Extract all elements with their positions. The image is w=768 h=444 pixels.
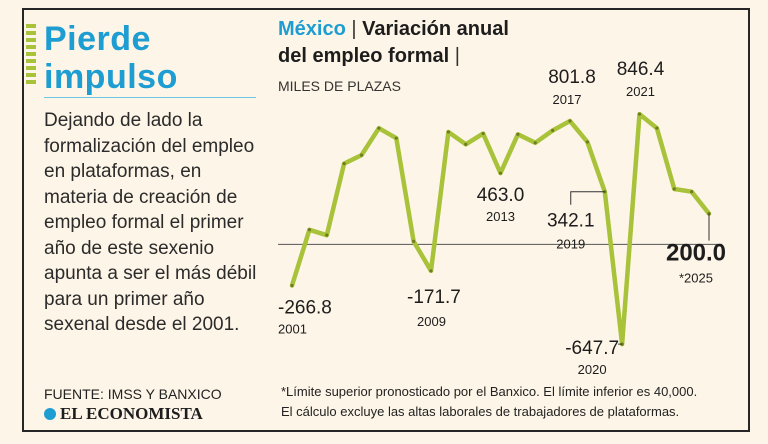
data-point-2023 xyxy=(672,187,676,191)
data-point-2007 xyxy=(394,136,398,140)
infographic-frame xyxy=(22,8,750,432)
data-point-2015 xyxy=(533,141,537,145)
value-label-2009: -171.7 xyxy=(407,287,461,308)
value-label-2017: 801.8 xyxy=(548,67,596,88)
year-label-2019: 2019 xyxy=(556,237,585,252)
chart-subtitle: MILES DE PLAZAS xyxy=(278,78,401,94)
data-point-2010 xyxy=(446,130,450,134)
year-label-2021: 2021 xyxy=(626,84,655,99)
year-label-2025: *2025 xyxy=(679,271,713,286)
data-point-2017 xyxy=(568,119,572,123)
data-point-2025 xyxy=(707,212,711,216)
headline-divider xyxy=(44,97,256,98)
headline-line-1: Pierde xyxy=(44,20,151,58)
value-label-2025: 200.0 xyxy=(666,240,726,267)
headline-line-2: impulso xyxy=(44,58,178,96)
value-label-2019: 342.1 xyxy=(547,211,595,232)
data-point-2024 xyxy=(690,190,694,194)
body-text: Dejando de lado la formalización del emp… xyxy=(44,110,257,335)
chart-title-line-1: México | Variación anual xyxy=(278,18,509,41)
data-point-2016 xyxy=(551,128,555,133)
data-point-2008 xyxy=(412,239,416,243)
logo-text: EL ECONOMISTA xyxy=(60,404,203,423)
data-point-2001 xyxy=(290,283,294,288)
year-label-2017: 2017 xyxy=(553,92,582,107)
chart-title-part2: del empleo formal xyxy=(278,45,450,67)
chart-title-separator: | xyxy=(351,18,357,40)
data-point-2011 xyxy=(464,142,468,146)
series-line xyxy=(289,111,712,347)
headline: Pierde impulso xyxy=(44,20,178,96)
data-point-2021 xyxy=(637,112,642,116)
value-label-2021: 846.4 xyxy=(617,59,665,80)
data-point-2014 xyxy=(516,132,520,136)
accent-stripes xyxy=(26,24,36,84)
leader-line-2019 xyxy=(570,191,605,205)
data-point-2006 xyxy=(377,126,381,130)
logo-mark-icon xyxy=(44,408,56,420)
data-point-2013 xyxy=(498,171,503,175)
data-point-2003 xyxy=(325,233,329,237)
year-label-2001: 2001 xyxy=(278,321,307,336)
chart-title-line-2: del empleo formal | xyxy=(278,45,460,68)
value-label-2020: -647.7 xyxy=(565,338,619,359)
value-label-2013: 463.0 xyxy=(477,185,525,206)
chart-title-country: México xyxy=(278,18,346,40)
data-point-2004 xyxy=(342,161,346,166)
data-point-2022 xyxy=(655,126,659,130)
data-point-2009 xyxy=(429,269,433,273)
publisher-logo: EL ECONOMISTA xyxy=(44,404,203,424)
source-note: FUENTE: IMSS Y BANXICO xyxy=(44,386,222,402)
chart-title-part1: Variación anual xyxy=(362,18,509,40)
data-point-2012 xyxy=(481,131,485,136)
value-label-2001: -266.8 xyxy=(278,297,332,318)
data-point-2002 xyxy=(307,228,311,232)
year-label-2013: 2013 xyxy=(486,209,515,224)
year-label-2020: 2020 xyxy=(578,362,607,377)
data-point-2018 xyxy=(585,140,589,144)
footnote-1: *Límite superior pronosticado por el Ban… xyxy=(281,384,698,399)
chart-title-end-separator: | xyxy=(454,45,460,67)
footnote-2: El cálculo excluye las altas laborales d… xyxy=(281,404,680,419)
year-label-2009: 2009 xyxy=(417,314,446,329)
data-point-2005 xyxy=(359,153,364,157)
